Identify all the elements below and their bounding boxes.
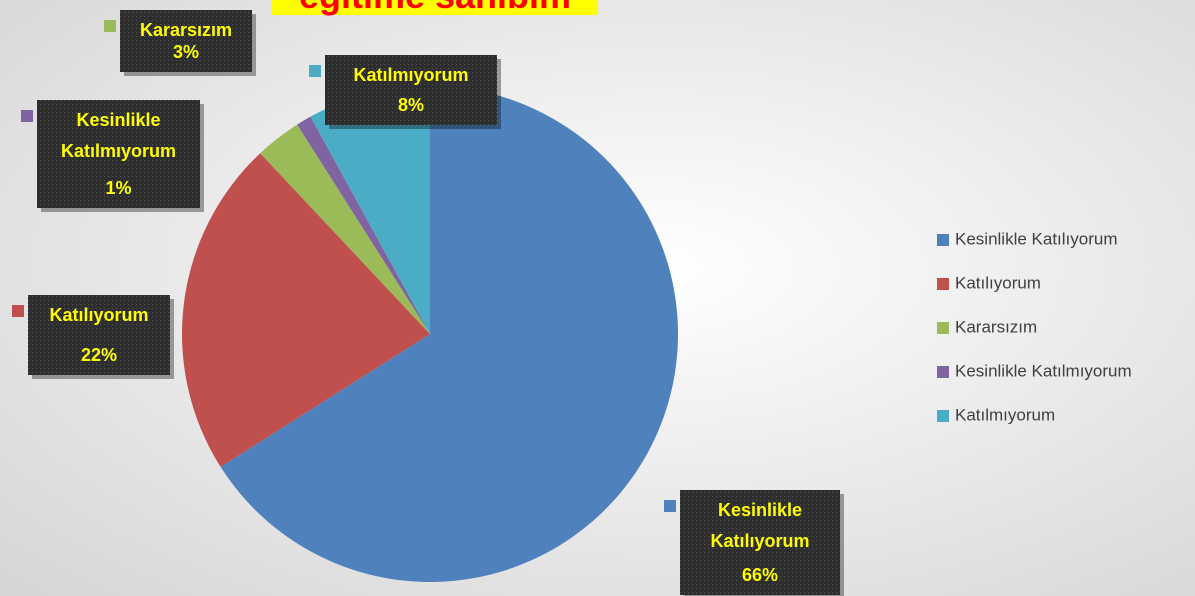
data-label-value: 8%: [398, 95, 424, 115]
legend-key: [937, 234, 949, 246]
label-box: [28, 295, 170, 375]
legend-key: [937, 410, 949, 422]
chart-title: eğitime sahibim: [299, 0, 571, 16]
legend-key: [937, 322, 949, 334]
data-label-value: 1%: [105, 178, 131, 198]
data-label-value: 66%: [742, 565, 778, 585]
legend-label: Katılıyorum: [955, 273, 1041, 292]
label-category: Kesinlikle: [76, 110, 160, 130]
label-key: [664, 500, 676, 512]
label-category: Kesinlikle: [718, 500, 802, 520]
label-box: [37, 100, 200, 208]
label-category-line: Katılıyorum: [710, 531, 809, 551]
label-category: Kararsızım: [140, 20, 232, 40]
label-box: [680, 490, 840, 595]
label-key: [21, 110, 33, 122]
data-label: Kesinlikle Katılmıyorum: [61, 110, 176, 161]
label-category-line: Katılmıyorum: [61, 141, 176, 161]
legend-key: [937, 366, 949, 378]
label-category: Katılmıyorum: [353, 65, 468, 85]
legend-label: Kararsızım: [955, 317, 1037, 336]
legend-key: [937, 278, 949, 290]
label-box: [325, 55, 497, 125]
legend-label: Kesinlikle Katılıyorum: [955, 229, 1118, 248]
label-category: Katılıyorum: [49, 305, 148, 325]
data-label-value: 3%: [173, 42, 199, 62]
label-key: [309, 65, 321, 77]
pie-slice: [182, 153, 430, 467]
label-key: [104, 20, 116, 32]
data-label-value: 22%: [81, 345, 117, 365]
data-label: Kesinlikle Katılıyorum: [710, 500, 809, 551]
data-label: Katılıyorum: [49, 305, 148, 325]
legend-label: Katılmıyorum: [955, 405, 1055, 424]
label-box: [120, 10, 252, 72]
label-key: [12, 305, 24, 317]
legend-label: Kesinlikle Katılmıyorum: [955, 361, 1132, 380]
data-label: Katılmıyorum: [353, 65, 468, 85]
data-label: Kararsızım: [140, 20, 232, 40]
pie-slice: [220, 86, 678, 582]
pie-slice: [260, 124, 430, 334]
pie-slice: [310, 86, 430, 334]
title-highlight: [272, 0, 598, 15]
pie-slice: [297, 116, 430, 335]
